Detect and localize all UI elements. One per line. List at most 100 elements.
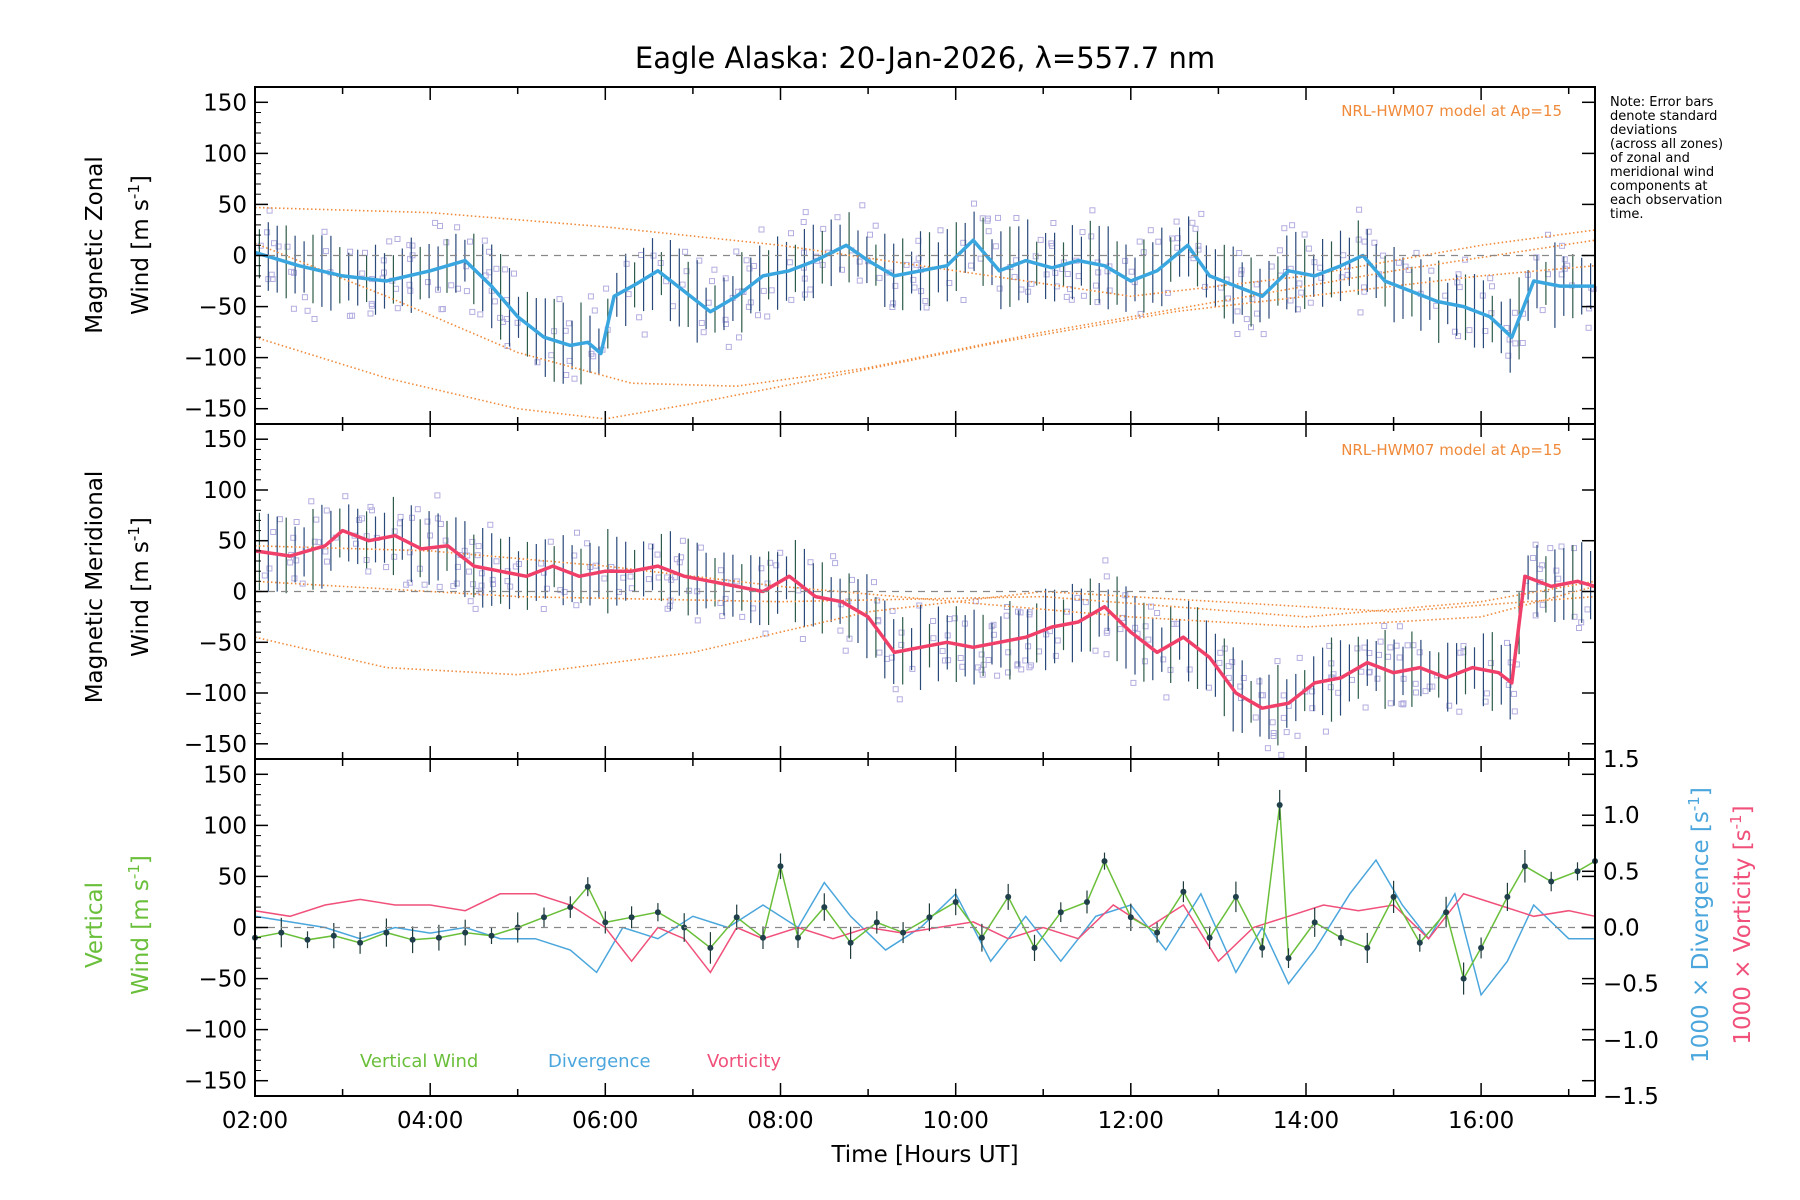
zonal-zone-point <box>1307 299 1314 306</box>
zonal-zone-point <box>1089 207 1096 214</box>
zonal-zone-point <box>291 269 297 276</box>
meridional-y-tick-label: 50 <box>218 529 247 555</box>
vertical-wind-point <box>900 929 907 936</box>
zonal-zone-point <box>369 302 375 309</box>
meridional-zone-point <box>1309 688 1316 695</box>
zonal-ylabel-unit: Wind [m s <box>128 199 154 315</box>
zonal-zone-point <box>1147 227 1154 234</box>
zonal-zone-point <box>985 228 992 235</box>
zonal-zone-point <box>923 304 930 311</box>
zonal-zone-point <box>1301 231 1308 238</box>
zonal-zone-point <box>834 214 841 221</box>
zonal-zone-point <box>467 238 473 245</box>
meridional-zone-point <box>1018 666 1025 673</box>
meridional-zone-point <box>574 529 580 536</box>
zonal-mean-wind-line <box>254 238 1595 356</box>
zonal-zone-point <box>1136 238 1143 245</box>
zonal-zone-point <box>1225 295 1231 302</box>
meridional-zone-point <box>1186 666 1193 673</box>
zonal-zone-point <box>1050 220 1057 226</box>
zonal-zone-point <box>802 209 809 216</box>
y2-tick-label: −1.5 <box>1603 1084 1659 1110</box>
meridional-zone-point <box>507 583 514 590</box>
zonal-zone-point <box>788 296 795 303</box>
zonal-zone-point <box>1451 328 1458 335</box>
zonal-zone-point <box>1281 225 1288 232</box>
zonal-zone-point <box>679 281 686 288</box>
zonal-zone-point <box>1037 236 1044 243</box>
meridional-zone-point <box>470 581 477 588</box>
zonal-zone-point <box>859 202 866 209</box>
vorticity-ylabel-unit: 1000 × Vorticity [s <box>1730 829 1756 1044</box>
meridional-zone-point <box>409 514 415 521</box>
meridional-zone-point <box>1216 659 1223 666</box>
meridional-zone-point <box>654 551 661 558</box>
meridional-zone-point <box>414 506 421 513</box>
meridional-zone-point <box>764 580 771 587</box>
note-line: meridional wind <box>1610 165 1714 180</box>
meridional-zone-point <box>1412 680 1419 687</box>
y2-tick-label: 0.5 <box>1603 859 1640 885</box>
zonal-zone-point <box>1505 352 1512 359</box>
meridional-zone-point <box>830 553 837 560</box>
meridional-ylabel: Magnetic Meridional Wind [m s-1] <box>82 471 154 704</box>
zonal-zone-point <box>1585 324 1592 331</box>
vertical-panel: −150 −100 −50 0 50 100 150 −1.5 −1.0 −0.5 0.0 0.5 1.… <box>184 747 1659 1110</box>
zonal-zone-point <box>477 311 484 318</box>
zonal-ylabel-sup: -1 <box>125 184 143 199</box>
meridional-zone-point <box>945 657 952 664</box>
x-tick-label: 06:00 <box>572 1108 638 1134</box>
zonal-y-tick-label: 0 <box>232 244 247 270</box>
meridional-zone-point <box>434 492 441 499</box>
meridional-zone-point <box>478 570 485 577</box>
zonal-zone-point <box>1164 289 1171 296</box>
meridional-zone-point <box>892 686 899 693</box>
meridional-ylabel-line2: Wind [m s-1] <box>125 517 154 657</box>
zonal-zone-point <box>511 270 517 277</box>
zonal-zone-point <box>996 285 1003 292</box>
meridional-zone-point <box>807 559 814 566</box>
meridional-zone-point <box>342 493 349 500</box>
note-line: Note: Error bars <box>1610 95 1714 110</box>
vertical-wind-point <box>926 914 933 921</box>
meridional-zone-point <box>1154 610 1161 616</box>
meridional-zone-point <box>313 516 320 523</box>
vertical-wind-line <box>254 804 1596 981</box>
vertical-wind-point <box>1031 944 1038 951</box>
zonal-zone-point <box>301 294 308 301</box>
zonal-zone-point <box>425 279 431 286</box>
zonal-zone-point <box>1052 269 1059 276</box>
zonal-ylabel: Magnetic Zonal Wind [m s-1] <box>82 156 154 334</box>
note-line: of zonal and <box>1610 151 1690 166</box>
zonal-zone-point <box>290 305 297 312</box>
zonal-zone-point <box>443 239 450 246</box>
zonal-zone-point <box>1195 242 1202 249</box>
meridional-zone-point <box>1163 694 1170 701</box>
vertical-wind-point <box>435 934 442 941</box>
vertical-wind-point <box>357 939 364 946</box>
meridional-panel: −150 −100 −50 0 50 100 150 <box>184 423 1596 760</box>
zonal-zone-point <box>800 219 807 225</box>
vertical-ylabel-unit: Wind [m s <box>128 879 154 995</box>
vertical-wind-point <box>1180 888 1187 895</box>
vertical-wind-point <box>1416 939 1423 946</box>
zonal-zone-point <box>733 248 740 255</box>
meridional-zone-point <box>678 554 685 561</box>
zonal-zone-point <box>437 223 443 229</box>
zonal-zone-point <box>311 316 318 322</box>
vertical-wind-point <box>1084 899 1090 905</box>
zonal-zone-point <box>856 277 863 284</box>
meridional-y-tick-label: 100 <box>203 478 247 504</box>
meridional-zone-point <box>1017 609 1024 616</box>
meridional-zone-point <box>994 672 1001 679</box>
zonal-zone-point <box>1198 210 1205 217</box>
note-line: components at <box>1610 179 1708 194</box>
zonal-zone-point <box>1380 252 1387 259</box>
vertical-wind-point <box>1390 893 1397 900</box>
vertical-wind-point <box>873 919 880 926</box>
meridional-zone-point <box>1532 612 1539 619</box>
zonal-zone-point <box>1344 271 1351 278</box>
zonal-y-tick-label: −50 <box>198 295 247 321</box>
meridional-zone-point <box>287 559 294 566</box>
meridional-zone-point <box>493 558 500 565</box>
